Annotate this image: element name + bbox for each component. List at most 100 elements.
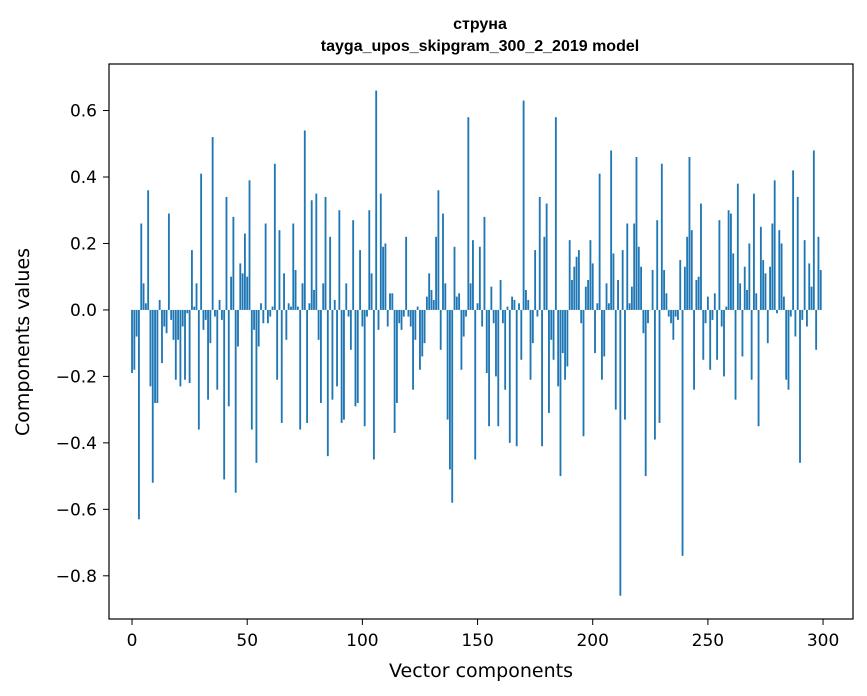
bar-281 [778,230,781,310]
bar-265 [741,309,744,357]
bar-35 [211,137,214,310]
y-tick-label: −0.2 [56,367,97,387]
bar-75 [303,130,306,310]
bar-129 [428,273,431,310]
y-tick-label: −0.4 [56,434,97,454]
bar-201 [594,309,596,354]
bar-203 [598,173,601,310]
bar-2 [135,309,138,337]
bar-57 [262,309,265,324]
bar-222 [642,309,645,334]
bar-7 [147,190,150,310]
bar-293 [806,309,808,327]
bar-49 [243,233,246,310]
bar-131 [432,299,435,310]
bar-183 [552,309,555,360]
bar-127 [423,309,426,344]
bar-247 [700,203,702,310]
bar-242 [688,157,691,310]
bar-70 [292,223,295,310]
bar-170 [522,100,525,310]
bar-253 [713,293,716,310]
bar-245 [695,280,698,310]
bar-51 [248,180,251,310]
bar-254 [716,309,719,360]
bar-43 [230,276,232,310]
bar-213 [621,250,624,310]
bar-9 [151,309,154,483]
bar-37 [216,309,219,390]
bar-15 [165,309,168,334]
bar-216 [628,303,631,310]
bar-44 [232,216,235,310]
bar-152 [481,309,484,327]
bar-217 [630,286,633,310]
bar-188 [564,309,566,380]
x-tick-label: 200 [576,631,608,651]
bar-11 [156,309,159,403]
bar-162 [504,309,507,390]
bar-60 [269,309,272,317]
bar-226 [651,270,654,310]
bar-274 [762,260,765,310]
bar-146 [467,117,470,310]
bar-294 [808,263,811,310]
bar-224 [647,309,649,324]
x-tick-label: 50 [236,631,258,651]
bar-260 [730,213,732,310]
bar-50 [246,276,249,310]
bar-296 [812,150,815,310]
bar-126 [421,309,424,357]
bar-79 [313,289,315,310]
bar-147 [469,283,472,310]
bar-210 [614,309,617,410]
bar-98 [356,309,359,403]
bar-8 [149,309,152,387]
bar-268 [748,243,751,310]
bar-263 [736,183,739,310]
bar-133 [437,190,440,310]
bar-261 [732,253,735,310]
bar-48 [241,273,244,310]
bar-149 [474,309,477,460]
bar-103 [368,210,371,310]
bar-33 [207,309,209,400]
bar-179 [543,236,546,310]
bar-39 [220,309,223,320]
bar-202 [596,303,599,310]
bar-244 [693,309,695,390]
bar-130 [430,289,433,310]
bar-266 [743,266,746,310]
bar-295 [810,286,813,310]
bar-174 [531,309,534,344]
bar-136 [444,283,447,310]
bar-102 [366,309,368,317]
bar-86 [329,236,332,310]
bar-12 [158,299,161,310]
bar-31 [202,309,205,330]
bar-113 [391,293,394,310]
bar-221 [640,266,643,310]
bar-150 [476,303,479,310]
bar-259 [727,210,730,310]
bar-66 [283,273,285,310]
y-tick-label: 0.0 [70,301,97,321]
bar-99 [359,250,361,310]
bar-234 [670,309,672,324]
bar-97 [354,309,357,407]
bar-180 [545,203,548,310]
bar-151 [478,246,481,310]
bar-22 [181,309,184,327]
bar-112 [389,293,391,310]
bar-92 [343,309,345,420]
bar-29 [197,309,200,430]
bar-46 [237,309,239,347]
bar-283 [782,296,785,310]
bar-63 [276,309,279,380]
bar-273 [759,226,762,310]
bar-28 [195,283,198,310]
x-axis-label: Vector components [389,660,573,682]
x-axis: 0 50 100 150 200 250 300 [127,619,839,651]
bar-42 [227,309,230,407]
